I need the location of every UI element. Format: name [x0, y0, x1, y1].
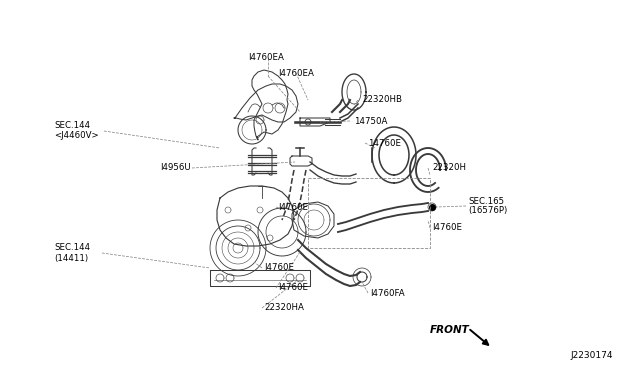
Text: I4760E: I4760E	[278, 283, 308, 292]
Text: I4760E: I4760E	[278, 202, 308, 212]
Text: (14411): (14411)	[54, 253, 88, 263]
Text: I4760EA: I4760EA	[278, 68, 314, 77]
Text: I4760FA: I4760FA	[370, 289, 404, 298]
Text: FRONT: FRONT	[430, 325, 470, 335]
Text: 22320HB: 22320HB	[362, 96, 402, 105]
Text: 14760E: 14760E	[368, 138, 401, 148]
Text: 22320HA: 22320HA	[264, 304, 304, 312]
Text: I4760EA: I4760EA	[248, 54, 284, 62]
Text: SEC.144: SEC.144	[54, 244, 90, 253]
Text: SEC.165: SEC.165	[468, 196, 504, 205]
Text: 22320H: 22320H	[432, 164, 466, 173]
Text: 14750A: 14750A	[354, 116, 387, 125]
Text: <J4460V>: <J4460V>	[54, 131, 99, 141]
Text: I4760E: I4760E	[264, 263, 294, 273]
Text: SEC.144: SEC.144	[54, 122, 90, 131]
Text: J2230174: J2230174	[570, 352, 612, 360]
Text: I4956U: I4956U	[160, 164, 191, 173]
Text: (16576P): (16576P)	[468, 206, 508, 215]
Text: I4760E: I4760E	[432, 224, 462, 232]
